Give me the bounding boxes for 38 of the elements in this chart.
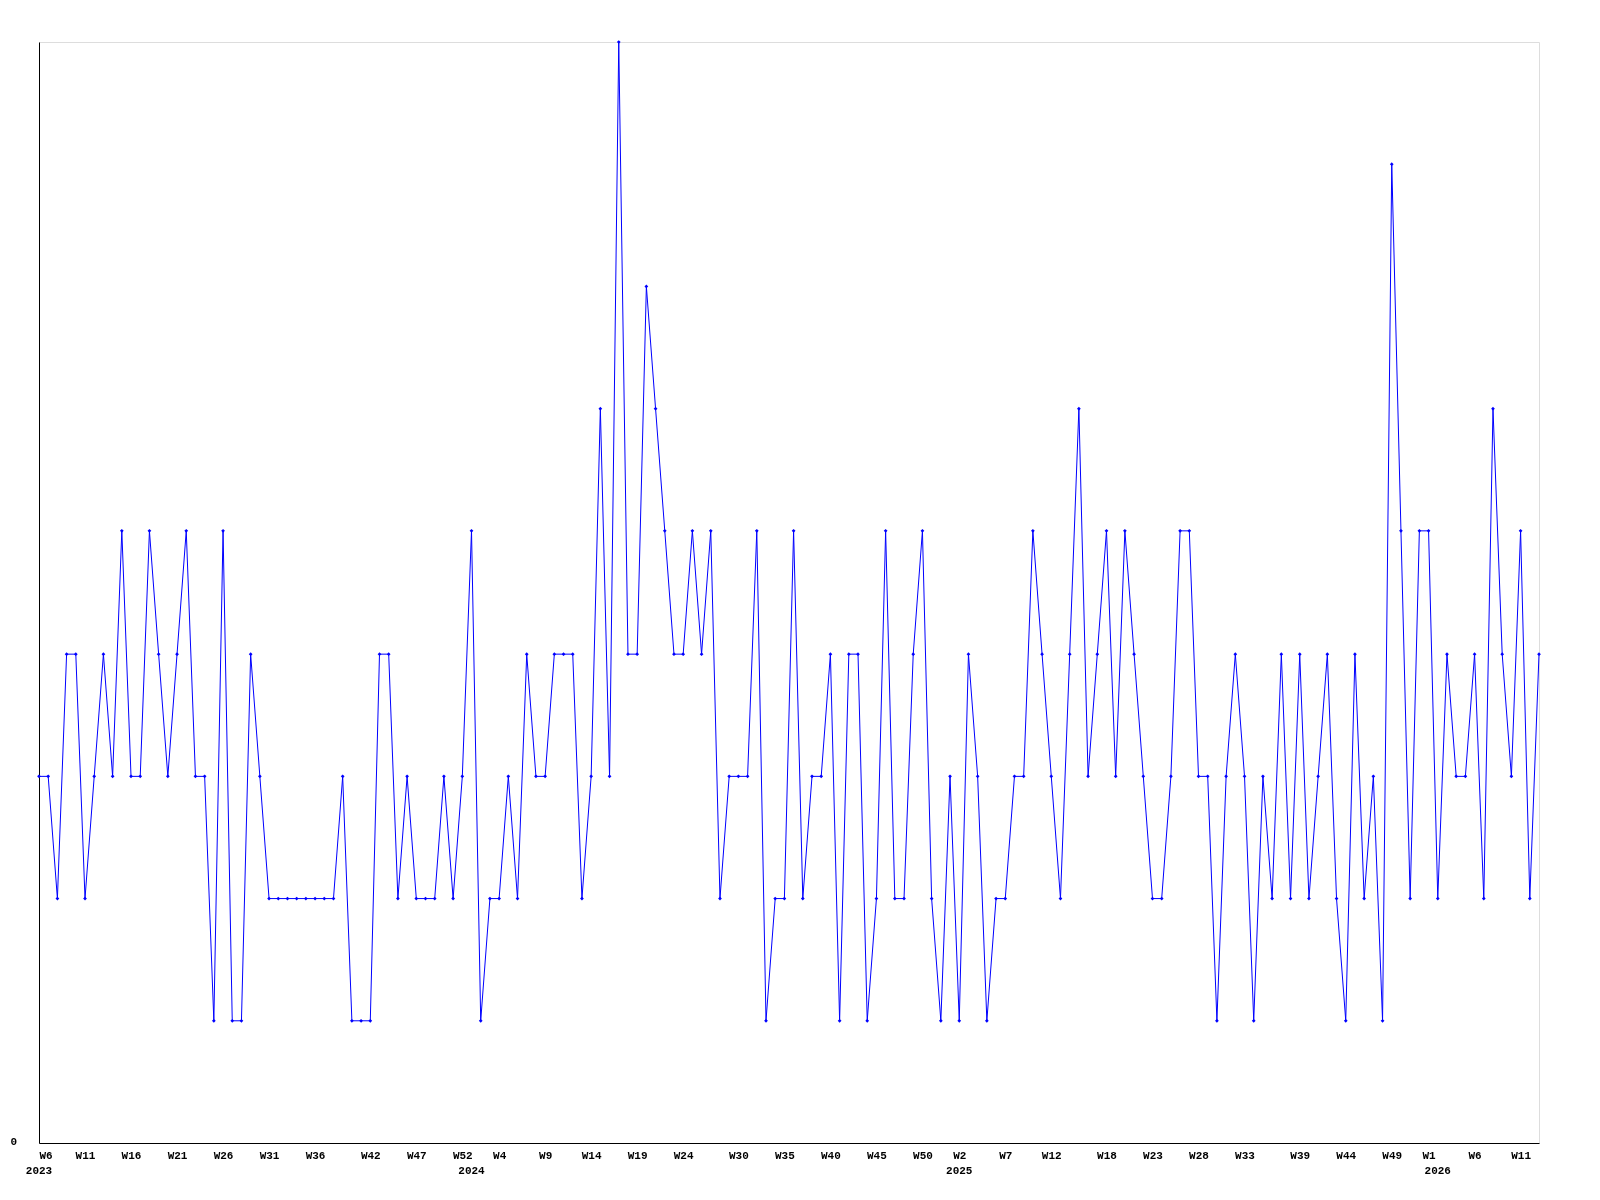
x-tick-label: W6 <box>39 1149 53 1162</box>
x-tick-label: W4 <box>493 1149 507 1162</box>
x-tick-label: W1 <box>1422 1149 1437 1162</box>
x-tick-label: W30 <box>728 1149 749 1162</box>
x-tick-label: W16 <box>121 1149 142 1162</box>
x-tick-label: W9 <box>539 1149 553 1162</box>
x-tick-label: W18 <box>1097 1149 1118 1162</box>
x-tick-label: W6 <box>1468 1149 1482 1162</box>
x-tick-label: W35 <box>774 1149 796 1162</box>
x-tick-label: W24 <box>673 1149 694 1162</box>
x-tick-label: W2 <box>953 1149 967 1162</box>
x-tick-label: W36 <box>305 1149 326 1162</box>
x-tick-label: W14 <box>581 1149 602 1162</box>
x-tick-label: W44 <box>1336 1149 1357 1162</box>
x-tick-label: W45 <box>867 1149 888 1162</box>
x-tick-label: W50 <box>913 1149 933 1162</box>
text: 2025 <box>946 1165 973 1177</box>
x-tick-label: W26 <box>213 1149 234 1162</box>
text: 2026 <box>1424 1165 1451 1177</box>
text: 2023 <box>25 1165 53 1177</box>
x-tick-label: W21 <box>167 1149 188 1162</box>
x-tick-label: W52 <box>452 1149 473 1162</box>
x-tick-label: W49 <box>1382 1149 1403 1162</box>
x-tick-label: W23 <box>1143 1149 1164 1162</box>
x-tick-label: W7 <box>999 1149 1013 1162</box>
x-tick-label: W31 <box>259 1149 280 1162</box>
x-tick-label: W12 <box>1041 1149 1062 1162</box>
x-tick-label: W11 <box>75 1149 96 1162</box>
x-tick-label: W39 <box>1290 1149 1311 1162</box>
x-tick-label: W19 <box>627 1149 648 1162</box>
x-tick-label: W42 <box>360 1149 381 1162</box>
x-tick-label: W40 <box>821 1149 841 1162</box>
x-tick-label: W11 <box>1511 1149 1532 1162</box>
x-tick-label: W28 <box>1189 1149 1210 1162</box>
x-tick-label: W33 <box>1235 1149 1256 1162</box>
text: 2024 <box>458 1165 486 1177</box>
x-tick-label: W47 <box>406 1149 427 1162</box>
text: 0 <box>10 1136 17 1148</box>
